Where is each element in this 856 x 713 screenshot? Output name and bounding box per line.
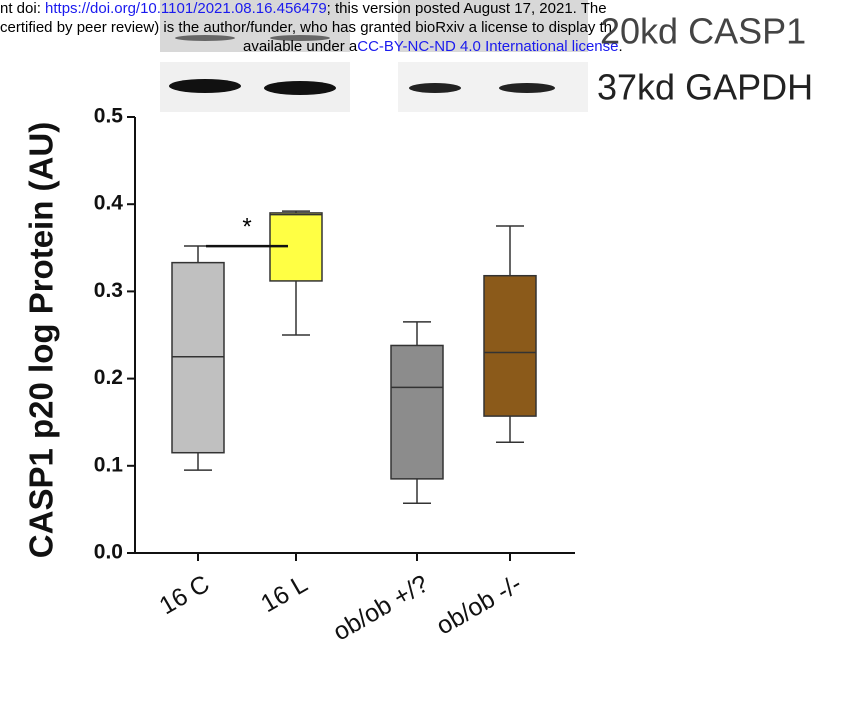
header-link[interactable]: CC-BY-NC-ND 4.0 International license	[357, 38, 618, 55]
y-tick-label: 0.4	[94, 192, 124, 215]
y-tick-label: 0.5	[94, 105, 124, 128]
y-tick-label: 0.0	[94, 541, 123, 564]
box	[391, 345, 443, 478]
y-tick-label: 0.1	[94, 453, 124, 476]
x-tick-label: 16 L	[256, 570, 312, 619]
plot: 0.0 0.1 0.2 0.3 0.4 0.5 16 C 16 L ob/ob +/?ob/ob…	[94, 105, 575, 647]
header-line: nt doi: https://doi.org/10.1101/2021.08.…	[0, 0, 607, 17]
x-tick-label: 16 C	[155, 570, 215, 621]
box	[484, 276, 536, 416]
x-tick-label: ob/ob -/-	[432, 570, 527, 641]
header-link[interactable]: https://doi.org/10.1101/2021.08.16.45647…	[45, 0, 327, 17]
x-tick-label: ob/ob +/?	[328, 570, 433, 647]
box	[172, 263, 224, 453]
header-text: ; this version posted August 17, 2021. T…	[327, 0, 607, 17]
header-line: certified by peer review) is the author/…	[0, 19, 612, 36]
header-line: available under aCC-BY-NC-ND 4.0 Interna…	[243, 38, 623, 55]
y-tick-label: 0.3	[94, 279, 123, 302]
y-axis-label: CASP1 p20 log Protein (AU)	[23, 122, 60, 558]
header-text: available under a	[243, 38, 358, 55]
header-text: nt doi:	[0, 0, 45, 17]
blot-label: 20kd CASP1	[600, 11, 806, 52]
significance-label: *	[242, 214, 251, 241]
y-tick-label: 0.2	[94, 366, 123, 389]
blot-label: 37kd GAPDH	[597, 67, 813, 108]
figure: nt doi: https://doi.org/10.1101/2021.08.…	[0, 0, 856, 713]
